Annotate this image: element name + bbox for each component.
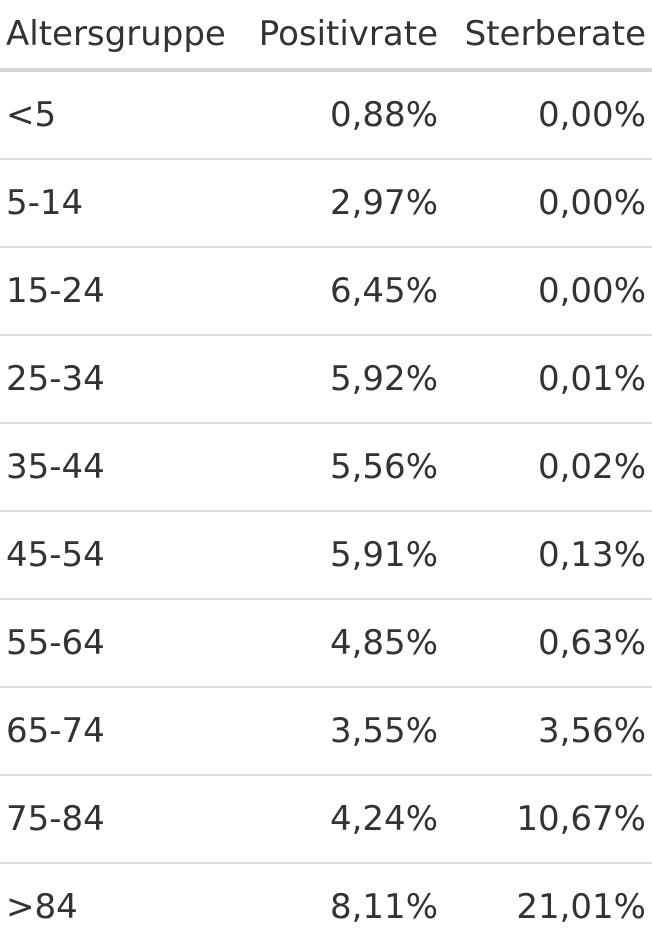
table-cell: 10,67% <box>516 799 646 839</box>
table-row: 45-54 5,91% 0,13% <box>0 512 652 600</box>
table-cell: 65-74 <box>6 711 105 751</box>
table-cell: 0,63% <box>537 623 646 663</box>
table-cell: 5,92% <box>329 359 438 399</box>
table-row: >84 8,11% 21,01% <box>0 864 652 950</box>
table-cell: >84 <box>6 887 78 927</box>
table-cell: 0,13% <box>537 535 646 575</box>
header-cell: Sterberate <box>464 14 646 54</box>
table-cell: 5-14 <box>6 183 84 223</box>
table-cell: 4,24% <box>329 799 438 839</box>
table-cell: 2,97% <box>329 183 438 223</box>
table-cell: 0,88% <box>329 95 438 135</box>
table-cell: 6,45% <box>329 271 438 311</box>
table-cell: <5 <box>6 95 57 135</box>
table-cell: 75-84 <box>6 799 105 839</box>
table-cell: 0,00% <box>537 183 646 223</box>
header-cell: Altersgruppe <box>6 14 226 54</box>
table-row: 25-34 5,92% 0,01% <box>0 336 652 424</box>
table-cell: 45-54 <box>6 535 105 575</box>
table-cell: 0,00% <box>537 271 646 311</box>
table-cell: 5,91% <box>329 535 438 575</box>
table-row: 35-44 5,56% 0,02% <box>0 424 652 512</box>
table-cell: 0,00% <box>537 95 646 135</box>
header-cell: Positivrate <box>258 14 438 54</box>
table-cell: 25-34 <box>6 359 105 399</box>
table-cell: 55-64 <box>6 623 105 663</box>
table-cell: 5,56% <box>329 447 438 487</box>
table-cell: 35-44 <box>6 447 105 487</box>
table-row: 75-84 4,24% 10,67% <box>0 776 652 864</box>
table-cell: 3,56% <box>537 711 646 751</box>
table-row: 65-74 3,55% 3,56% <box>0 688 652 776</box>
table-cell: 8,11% <box>329 887 438 927</box>
table-cell: 21,01% <box>516 887 646 927</box>
table-row: 55-64 4,85% 0,63% <box>0 600 652 688</box>
table-row: 5-14 2,97% 0,00% <box>0 160 652 248</box>
table-cell: 3,55% <box>329 711 438 751</box>
table-row: 15-24 6,45% 0,00% <box>0 248 652 336</box>
table-cell: 0,02% <box>537 447 646 487</box>
table-cell: 0,01% <box>537 359 646 399</box>
table-cell: 4,85% <box>329 623 438 663</box>
header-row: Altersgruppe Positivrate Sterberate <box>0 0 652 72</box>
table-row: <5 0,88% 0,00% <box>0 72 652 160</box>
table-cell: 15-24 <box>6 271 105 311</box>
